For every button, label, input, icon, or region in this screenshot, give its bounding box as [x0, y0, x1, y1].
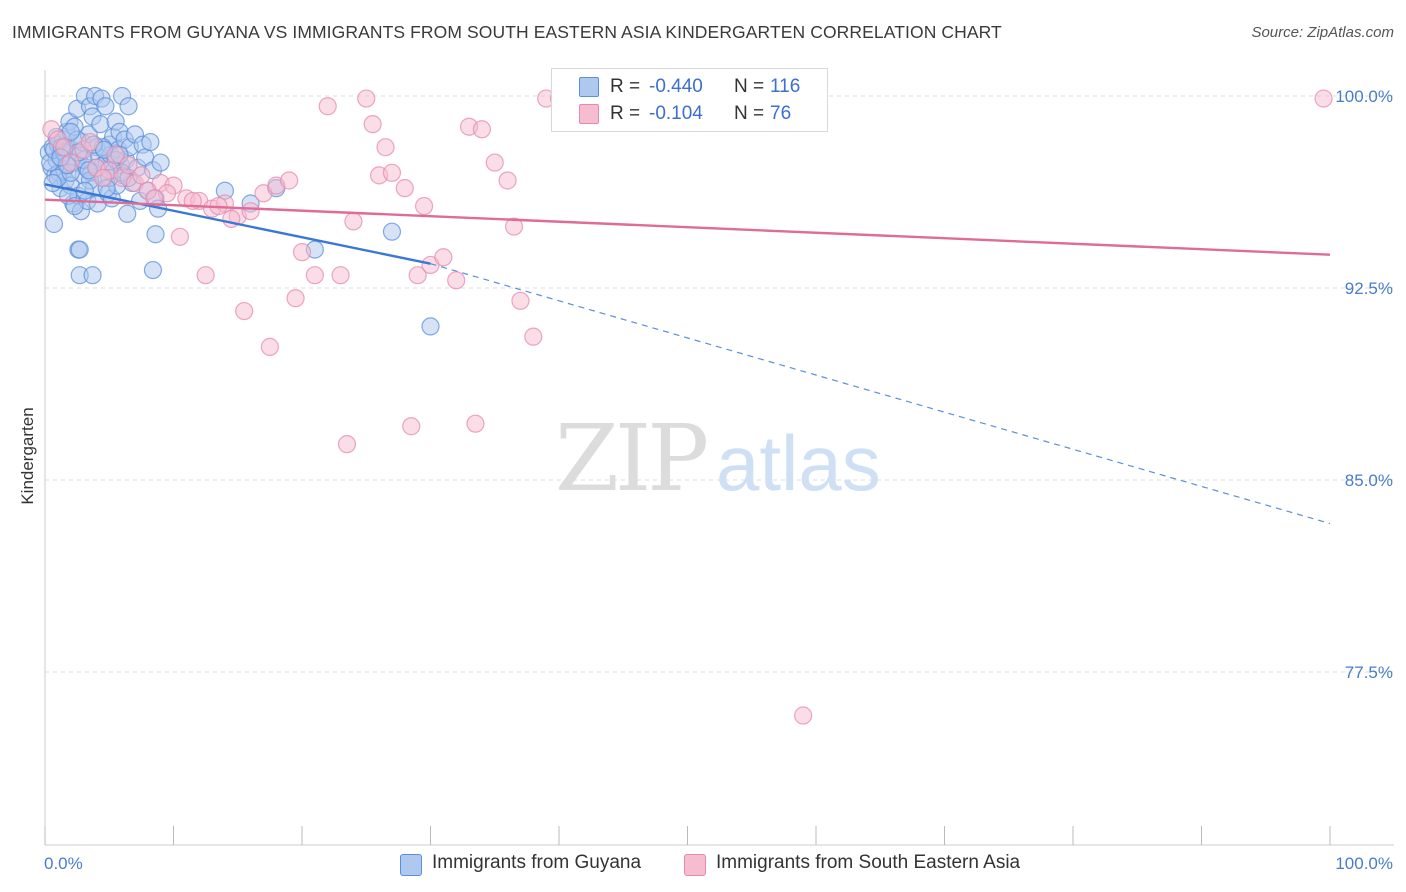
series-south-eastern-asia — [42, 86, 1333, 725]
data-point-sea — [196, 266, 215, 285]
data-point-sea — [395, 179, 414, 198]
y-tick-label: 85.0% — [1345, 471, 1393, 490]
stats-n-label: N = — [734, 103, 765, 124]
data-point-sea — [235, 301, 254, 321]
source-credit: Source: ZipAtlas.com — [1251, 24, 1394, 41]
data-point-guyana — [141, 132, 160, 152]
stats-row-guyana: R = -0.440 N = 116 — [552, 73, 827, 100]
data-point-guyana — [44, 214, 64, 234]
legend-label-sea: Immigrants from South Eastern Asia — [716, 852, 1021, 873]
stats-n-value: 76 — [770, 103, 792, 124]
data-point-sea — [132, 166, 151, 185]
data-point-sea — [106, 145, 125, 164]
data-point-sea — [447, 271, 466, 290]
data-point-sea — [241, 202, 260, 221]
grid-lines — [45, 95, 1394, 673]
data-point-sea — [119, 156, 138, 175]
data-point-sea — [363, 115, 382, 134]
data-point-sea — [1314, 89, 1333, 108]
y-tick-label: 77.5% — [1345, 663, 1393, 682]
data-point-sea — [318, 97, 337, 116]
stats-box: R = -0.440 N = 116 R = -0.104 N = 76 — [551, 68, 828, 132]
data-point-guyana — [83, 266, 102, 285]
trend-line-extension-guyana — [430, 263, 1331, 525]
data-point-guyana — [91, 115, 110, 134]
stats-n-label: N = — [734, 76, 765, 97]
data-point-sea — [286, 289, 305, 308]
data-point-sea — [511, 291, 530, 310]
stats-r-label: R = — [610, 103, 641, 124]
data-point-guyana — [118, 204, 137, 223]
data-point-guyana — [96, 97, 115, 116]
data-point-guyana — [43, 173, 62, 193]
data-point-sea — [504, 217, 524, 236]
data-point-sea — [305, 266, 324, 285]
data-point-sea — [376, 138, 395, 157]
data-point-guyana — [421, 317, 440, 336]
data-point-sea — [170, 227, 190, 246]
data-point-sea — [402, 417, 421, 436]
data-point-sea — [408, 266, 427, 285]
data-point-guyana — [70, 240, 89, 259]
data-point-sea — [344, 212, 363, 231]
data-point-sea — [292, 243, 312, 262]
stats-swatch-sea — [579, 104, 599, 124]
data-point-sea — [280, 171, 299, 190]
axes — [44, 70, 1394, 846]
data-point-sea — [80, 132, 100, 152]
legend-label-guyana: Immigrants from Guyana — [432, 852, 642, 873]
data-point-guyana — [143, 260, 163, 280]
chart-title: IMMIGRANTS FROM GUYANA VS IMMIGRANTS FRO… — [12, 22, 1002, 42]
data-point-sea — [260, 337, 279, 356]
x-tick-label: 100.0% — [1335, 854, 1393, 873]
data-point-sea — [466, 414, 485, 433]
watermark: ZIP atlas — [555, 405, 881, 512]
trend-line-guyana — [44, 183, 431, 265]
data-point-sea — [382, 163, 402, 182]
x-tick-label: 0.0% — [44, 854, 83, 873]
stats-r-label: R = — [610, 76, 641, 97]
stats-n-value: 116 — [770, 76, 801, 97]
data-point-sea — [472, 120, 491, 139]
data-point-sea — [61, 153, 80, 172]
stats-swatch-guyana — [579, 77, 599, 97]
data-point-guyana — [146, 225, 165, 244]
data-point-sea — [337, 435, 357, 454]
data-point-guyana — [151, 153, 170, 172]
data-point-guyana — [119, 97, 138, 116]
legend-swatch-sea — [684, 854, 706, 876]
data-point-sea — [55, 138, 74, 157]
data-point-sea — [357, 89, 376, 108]
stats-r-value: -0.104 — [649, 103, 703, 124]
data-point-sea — [434, 248, 453, 267]
data-point-sea — [498, 171, 517, 190]
legend-swatch-guyana — [400, 854, 422, 876]
watermark-atlas: atlas — [716, 419, 881, 507]
data-point-sea — [414, 196, 434, 216]
data-point-guyana — [382, 222, 402, 241]
trend-line-sea — [44, 198, 1331, 256]
stats-row-sea: R = -0.104 N = 76 — [552, 100, 827, 127]
watermark-zip: ZIP — [555, 405, 706, 512]
y-tick-label: 92.5% — [1345, 279, 1393, 298]
data-point-sea — [524, 327, 543, 346]
data-point-sea — [794, 706, 813, 725]
y-tick-label: 100.0% — [1335, 87, 1393, 106]
stats-r-value: -0.440 — [649, 76, 703, 97]
y-axis-title: Kindergarten — [18, 407, 37, 504]
data-point-sea — [93, 168, 112, 188]
data-point-sea — [485, 153, 504, 172]
data-point-sea — [331, 266, 350, 285]
